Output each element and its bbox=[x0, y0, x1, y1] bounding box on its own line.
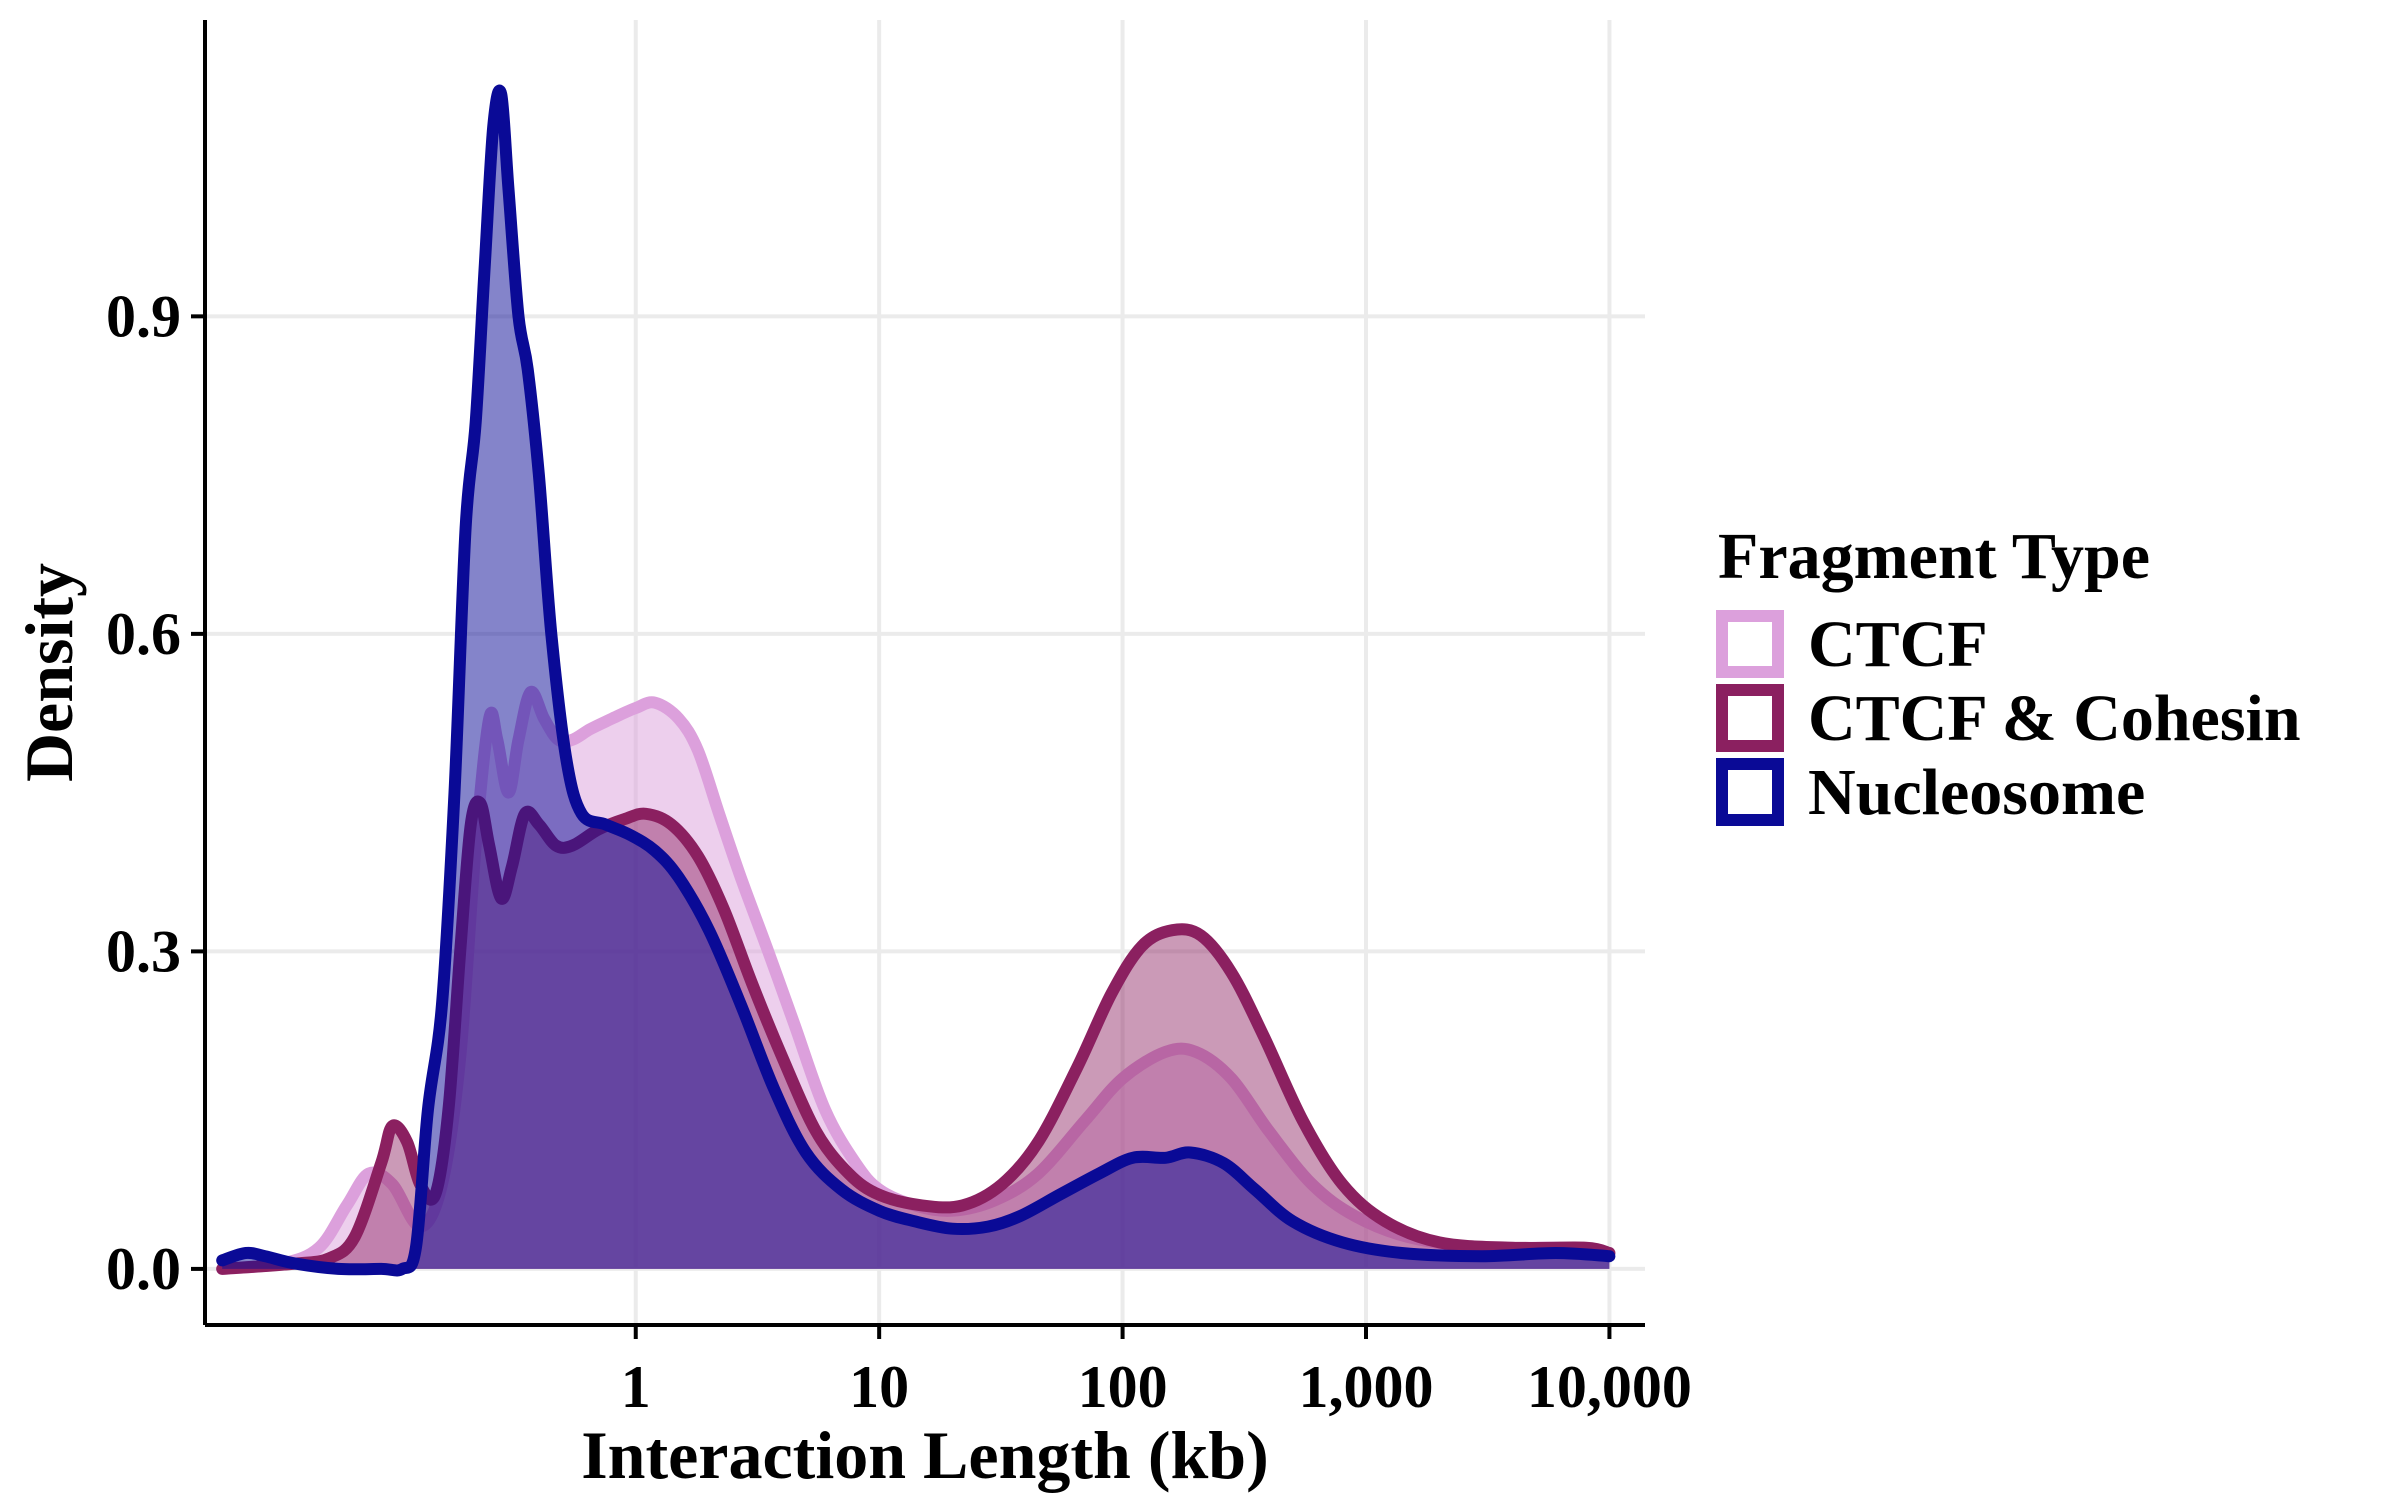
legend-item: CTCF & Cohesin bbox=[1716, 682, 2301, 755]
x-tick-label: 100 bbox=[1078, 1354, 1168, 1420]
density-series bbox=[216, 84, 1616, 1277]
legend-label: CTCF bbox=[1808, 608, 1988, 681]
x-tick-label: 10 bbox=[849, 1354, 909, 1420]
x-tick-label: 1 bbox=[621, 1354, 651, 1420]
axes: 1 10 100 1,000 10,000 0.0 0.3 0.6 0.9 bbox=[106, 20, 1692, 1420]
density-line bbox=[216, 84, 1616, 1277]
legend-title: Fragment Type bbox=[1718, 520, 2150, 593]
x-axis-title: Interaction Length (kb) bbox=[581, 1417, 1269, 1493]
x-tick-label: 10,000 bbox=[1527, 1354, 1692, 1420]
y-tick-label: 0.0 bbox=[106, 1236, 181, 1302]
x-tick-label: 1,000 bbox=[1299, 1354, 1434, 1420]
density-area bbox=[222, 90, 1610, 1271]
y-tick-label: 0.3 bbox=[106, 918, 181, 984]
legend-item: Nucleosome bbox=[1716, 756, 2145, 829]
legend-label: CTCF & Cohesin bbox=[1808, 682, 2301, 755]
legend-key bbox=[1716, 684, 1784, 752]
y-tick-label: 0.9 bbox=[106, 283, 181, 349]
legend-label: Nucleosome bbox=[1808, 756, 2145, 829]
legend-key bbox=[1716, 758, 1784, 826]
y-axis-title: Density bbox=[11, 563, 87, 782]
legend-item: CTCF bbox=[1716, 608, 1988, 681]
legend-key bbox=[1716, 610, 1784, 678]
y-tick-label: 0.6 bbox=[106, 601, 181, 667]
series-nucleosome bbox=[216, 84, 1616, 1277]
